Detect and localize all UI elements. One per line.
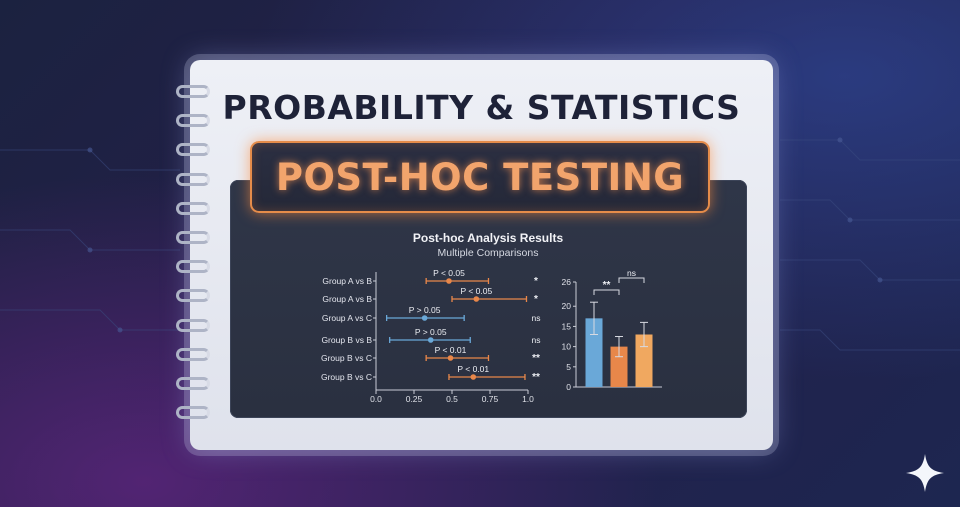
estimate-point	[427, 337, 434, 343]
p-value-label: P < 0.05	[433, 268, 465, 278]
binding-ring	[176, 289, 210, 302]
main-title: PROBABILITY & STATISTICS	[222, 88, 741, 127]
bracket-label: **	[603, 280, 611, 291]
significance-marker: **	[532, 372, 540, 383]
binding-ring	[176, 85, 210, 98]
p-value-label: P < 0.01	[457, 364, 489, 374]
bar-y-tick-label: 20	[562, 301, 572, 311]
row-label: Group A vs B	[322, 294, 372, 304]
estimate-point	[446, 278, 452, 284]
spiral-binding	[176, 85, 216, 425]
row-label: Group A vs B	[322, 276, 372, 286]
bar	[610, 346, 628, 387]
chart-title: Post-hoc Analysis Results	[413, 231, 564, 245]
binding-ring	[176, 202, 210, 215]
p-value-label: P > 0.05	[409, 305, 441, 315]
bar-y-tick-label: 5	[566, 362, 571, 372]
significance-marker: ns	[532, 313, 541, 323]
binding-ring	[176, 406, 210, 419]
binding-ring	[176, 143, 210, 156]
bar-y-tick-label: 26	[562, 277, 572, 287]
subtitle-text: POST-HOC TESTING	[275, 155, 685, 199]
bar-y-tick-label: 10	[562, 342, 572, 352]
estimate-point	[447, 355, 454, 361]
significance-marker: **	[532, 353, 540, 364]
significance-bracket	[593, 289, 620, 295]
x-tick-label: 1.0	[522, 394, 534, 404]
row-label: Group A vs C	[322, 313, 372, 323]
row-label: Group B vs C	[321, 372, 372, 382]
bar	[585, 318, 603, 387]
row-label: Group B vs B	[321, 335, 372, 345]
bar-y-tick-label: 0	[566, 382, 571, 392]
bracket-label: ns	[627, 268, 636, 278]
significance-marker: *	[534, 294, 538, 305]
p-value-label: P < 0.01	[435, 345, 467, 355]
x-tick-label: 0.5	[446, 394, 458, 404]
sparkle-icon	[906, 454, 944, 492]
estimate-point	[473, 296, 480, 302]
estimate-point	[421, 315, 428, 321]
binding-ring	[176, 231, 210, 244]
x-tick-label: 0.75	[482, 394, 499, 404]
binding-ring	[176, 260, 210, 273]
p-value-label: P > 0.05	[415, 327, 447, 337]
significance-marker: *	[534, 276, 538, 287]
chart-subtitle: Multiple Comparisons	[438, 247, 539, 259]
x-tick-label: 0.0	[370, 394, 382, 404]
binding-ring	[176, 173, 210, 186]
significance-marker: ns	[532, 335, 541, 345]
bar	[635, 334, 653, 387]
binding-ring	[176, 377, 210, 390]
subtitle-banner: POST-HOC TESTING	[250, 141, 710, 213]
row-label: Group B vs C	[321, 353, 372, 363]
significance-bracket	[618, 277, 645, 283]
bar-y-tick-label: 15	[562, 321, 572, 331]
binding-ring	[176, 114, 210, 127]
binding-ring	[176, 348, 210, 361]
binding-ring	[176, 319, 210, 332]
estimate-point	[470, 374, 477, 380]
x-tick-label: 0.25	[406, 394, 423, 404]
p-value-label: P < 0.05	[460, 286, 492, 296]
